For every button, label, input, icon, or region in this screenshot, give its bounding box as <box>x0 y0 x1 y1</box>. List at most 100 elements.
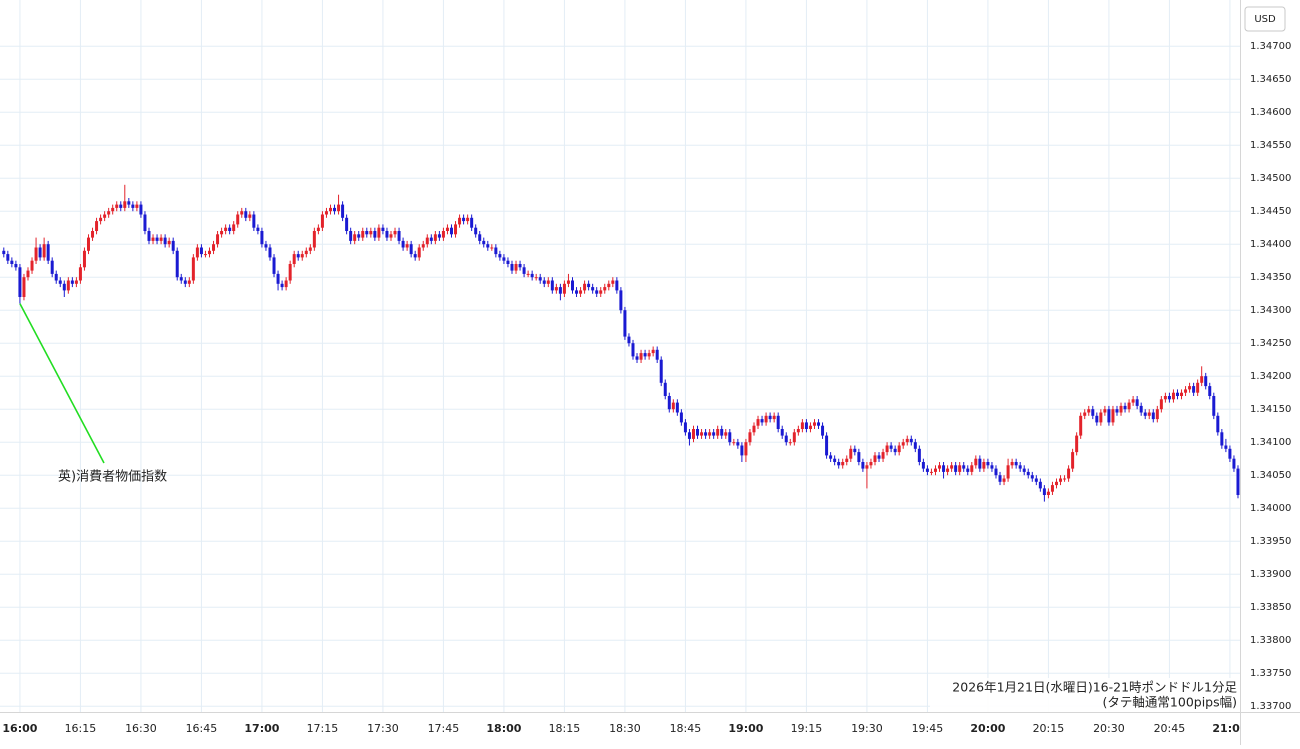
candle-body <box>163 237 167 245</box>
candle-body <box>1038 481 1042 489</box>
candle-body <box>716 429 720 436</box>
candle-body <box>938 465 942 469</box>
candle-body <box>127 201 131 205</box>
candle-body <box>905 438 909 443</box>
candle-body <box>62 283 66 291</box>
candle-body <box>203 254 207 256</box>
y-tick-label: 1.34500 <box>1250 173 1291 184</box>
x-tick-label: 20:30 <box>1093 722 1125 735</box>
candle-body <box>292 254 296 264</box>
candle-body <box>671 402 675 410</box>
candle-body <box>696 429 700 436</box>
x-tick-label: 19:15 <box>791 722 823 735</box>
candle-body <box>881 452 885 459</box>
x-tick-label: 21:00 <box>1212 722 1247 735</box>
candles <box>2 184 1240 502</box>
candle-body <box>312 231 316 248</box>
currency-label: USD <box>1254 14 1276 25</box>
candle-body <box>1042 488 1046 495</box>
candle-body <box>199 247 203 255</box>
candle-body <box>74 280 78 284</box>
candle-body <box>708 432 712 436</box>
candle-body <box>595 290 599 294</box>
candle-body <box>546 280 550 284</box>
candle-body <box>119 204 123 208</box>
candle-body <box>558 287 562 294</box>
candle-body <box>191 257 195 281</box>
candle-body <box>433 234 437 241</box>
candle-body <box>901 442 905 446</box>
candle-body <box>873 455 877 462</box>
candle-body <box>748 432 752 443</box>
candle-body <box>925 468 929 472</box>
candle-body <box>1006 465 1010 479</box>
candle-body <box>570 280 574 291</box>
candle-body <box>304 250 308 255</box>
candle-body <box>1171 392 1175 400</box>
candle-body <box>812 422 816 426</box>
candle-body <box>66 280 70 291</box>
candle-body <box>34 247 38 261</box>
x-tick-label: 20:00 <box>970 722 1005 735</box>
candle-body <box>195 247 199 258</box>
candle-body <box>736 442 740 446</box>
candle-body <box>647 353 651 357</box>
candle-body <box>328 207 332 212</box>
candle-body <box>752 425 756 433</box>
candle-body <box>913 442 917 449</box>
candle-body <box>123 201 127 208</box>
x-tick-label: 18:15 <box>549 722 581 735</box>
candle-body <box>687 432 691 439</box>
candle-body <box>1155 409 1159 420</box>
candle-body <box>1135 399 1139 406</box>
grid <box>0 0 1240 713</box>
candle-body <box>893 448 897 453</box>
candle-body <box>179 277 183 281</box>
candle-body <box>38 247 42 258</box>
candle-body <box>861 462 865 469</box>
price-axis: 1.33700 1.33750 1.33800 1.33850 1.33900 1.339… <box>1250 41 1291 712</box>
candle-body <box>236 214 240 225</box>
candle-body <box>566 280 570 284</box>
candle-body <box>445 227 449 231</box>
candle-body <box>187 280 191 284</box>
candle-body <box>994 468 998 476</box>
candle-body <box>946 468 950 472</box>
candle-body <box>1091 409 1095 416</box>
candle-body <box>627 336 631 344</box>
y-tick-label: 1.34200 <box>1250 371 1291 382</box>
candle-body <box>288 264 292 281</box>
candle-body <box>659 359 663 383</box>
candle-body <box>929 471 933 473</box>
candle-body <box>804 422 808 429</box>
candle-body <box>256 227 260 231</box>
candle-body <box>562 283 566 294</box>
candle-body <box>510 264 514 271</box>
candle-body <box>651 349 655 354</box>
annotation-leader <box>19 303 105 464</box>
candle-body <box>252 214 256 228</box>
candle-body <box>82 250 86 268</box>
candle-body <box>135 204 139 208</box>
candle-body <box>1067 468 1071 479</box>
candle-body <box>341 204 345 218</box>
candle-body <box>792 432 796 443</box>
candle-body <box>780 429 784 436</box>
candle-body <box>42 244 46 258</box>
candle-body <box>276 273 280 284</box>
candle-body <box>284 280 288 288</box>
candle-body <box>1046 491 1050 495</box>
candle-body <box>1204 376 1208 387</box>
candle-body <box>1232 458 1236 469</box>
caption-line: 2026年1月21日(水曜日)16-21時ポンドドル1分足 <box>952 680 1237 695</box>
candle-body <box>800 422 804 429</box>
y-tick-label: 1.34600 <box>1250 107 1291 118</box>
candle-body <box>139 204 143 215</box>
candle-body <box>675 402 679 413</box>
candle-body <box>607 283 611 288</box>
candle-body <box>421 244 425 248</box>
candle-body <box>280 283 284 288</box>
candle-body <box>409 244 413 255</box>
candle-body <box>454 224 458 235</box>
candle-body <box>877 455 881 459</box>
